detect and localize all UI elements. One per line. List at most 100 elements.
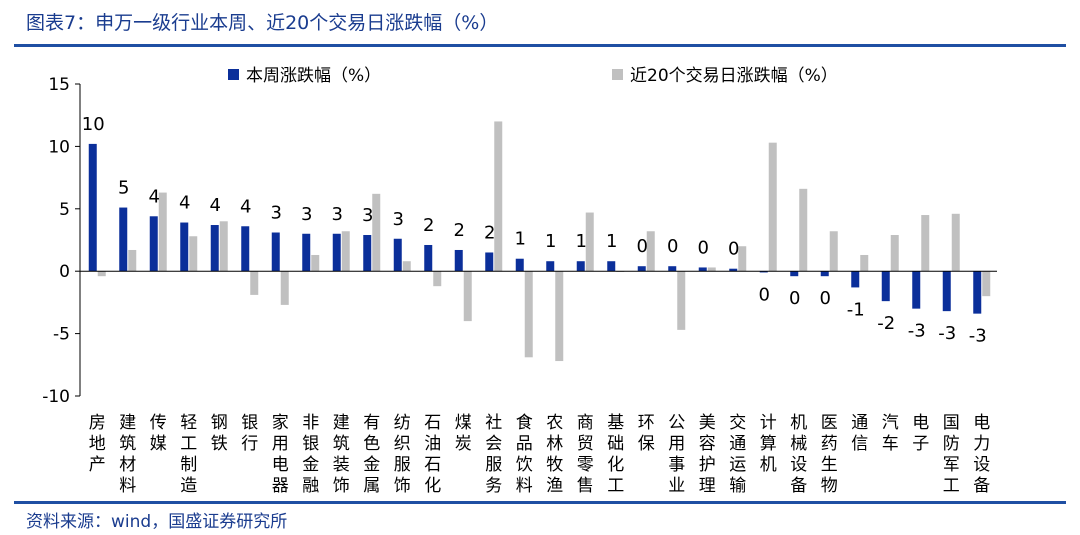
category-label: 通信 [851, 413, 868, 454]
data-label: -3 [938, 323, 956, 344]
bar-20day [646, 231, 655, 272]
bar-weekly [515, 258, 524, 272]
y-tick-label: 10 [48, 137, 70, 157]
category-label: 轻工制造 [180, 413, 197, 496]
bar-20day [463, 271, 472, 322]
data-label: 0 [759, 284, 770, 305]
data-label: 5 [118, 178, 129, 199]
category-label: 基础化工 [607, 413, 624, 496]
category-label: 农林牧渔 [546, 413, 563, 496]
bar-20day [921, 215, 930, 272]
bar-20day [280, 271, 289, 305]
category-label: 环保 [638, 413, 655, 454]
bar-weekly [393, 238, 402, 272]
category-label: 交通运输 [729, 413, 746, 496]
bar-20day [250, 271, 259, 295]
bar-20day [219, 221, 228, 272]
bar-20day [128, 249, 137, 272]
data-label: 1 [606, 231, 617, 252]
bar-20day [341, 231, 350, 272]
y-tick-label: 15 [48, 75, 70, 95]
category-label: 有色金属 [363, 413, 380, 496]
data-labels: 105 4 4 4 4 3 3 3 3 3 2 2 2 1 1 1 1 0 0 0 00 0 0-1-2 -3 -3 -3 [82, 114, 987, 347]
legend-swatch-weekly [228, 69, 239, 80]
data-label: 4 [179, 193, 190, 214]
data-label: 0 [820, 288, 831, 309]
data-label: 1 [576, 231, 587, 252]
bottom-rule [14, 501, 1066, 504]
bar-20day [738, 246, 747, 272]
category-label: 非银金融 [302, 413, 319, 496]
category-label: 公用事业 [668, 413, 685, 496]
data-label: 2 [454, 220, 465, 241]
data-label: 1 [515, 229, 526, 250]
data-label: 4 [210, 195, 221, 216]
data-label: 10 [82, 114, 105, 135]
bar-weekly [332, 233, 341, 272]
category-label: 社会服务 [485, 413, 502, 496]
bar-weekly [729, 268, 738, 272]
y-tick-label: 0 [59, 262, 70, 282]
legend-label-20day: 近20个交易日涨跌幅（%） [630, 66, 838, 86]
bar-weekly [180, 222, 189, 272]
bar-20day [402, 261, 411, 272]
bar-weekly [271, 232, 280, 272]
bar-20day [433, 271, 442, 287]
bar-weekly [820, 271, 829, 277]
bars [88, 121, 991, 362]
data-label: 4 [149, 186, 160, 207]
bar-20day [860, 254, 869, 272]
data-label: 3 [332, 204, 343, 225]
data-label: 0 [637, 236, 648, 257]
category-label: 医药生物 [821, 413, 838, 496]
bar-weekly [485, 252, 494, 272]
category-label: 煤炭 [455, 413, 472, 454]
legend-swatch-20day [612, 69, 623, 80]
legend-label-weekly: 本周涨跌幅（%） [246, 66, 381, 86]
bar-weekly [912, 271, 921, 309]
category-label: 纺织服饰 [394, 413, 411, 496]
bar-20day [768, 142, 777, 272]
y-tick-label: 5 [59, 200, 70, 220]
category-label: 食品饮料 [516, 413, 533, 496]
category-labels: 房地产建筑材料传媒轻工制造钢铁银行家用电器非银金融建筑装饰有色金属纺织服饰石油石… [89, 413, 991, 496]
bar-weekly [119, 207, 128, 272]
bar-weekly [851, 271, 860, 288]
category-label: 建筑装饰 [333, 413, 350, 496]
bar-20day [677, 271, 686, 330]
data-label: -3 [908, 321, 926, 342]
top-rule [14, 44, 1066, 47]
bar-20day [890, 235, 899, 272]
source-note: 资料来源：wind，国盛证券研究所 [26, 512, 288, 532]
bar-weekly [881, 271, 890, 302]
category-label: 石油石化 [424, 413, 441, 496]
bar-weekly [88, 143, 97, 272]
data-label: 2 [484, 222, 495, 243]
y-tick-label: -5 [53, 325, 70, 345]
bar-weekly [363, 235, 372, 272]
bar-20day [372, 193, 381, 272]
category-label: 房地产 [89, 413, 106, 475]
y-tick-label: -10 [42, 387, 70, 407]
bar-20day [494, 121, 503, 272]
data-label: -3 [969, 326, 987, 347]
category-label: 家用电器 [272, 413, 289, 496]
data-label: 0 [667, 236, 678, 257]
data-label: 0 [728, 239, 739, 260]
bar-weekly [576, 261, 585, 272]
bar-20day [555, 271, 564, 362]
bar-20day [585, 212, 594, 272]
data-label: 0 [789, 288, 800, 309]
bar-weekly [210, 225, 219, 272]
y-axis: 15 10 5 0 -5 -10 [42, 75, 81, 407]
bar-weekly [637, 266, 646, 272]
bar-weekly [973, 271, 982, 314]
bar-weekly [790, 271, 799, 277]
bar-weekly [546, 261, 555, 272]
bar-weekly [302, 233, 311, 272]
bar-weekly [424, 244, 433, 272]
data-label: 3 [362, 205, 373, 226]
bar-weekly [942, 271, 951, 312]
bar-20day [158, 192, 167, 272]
